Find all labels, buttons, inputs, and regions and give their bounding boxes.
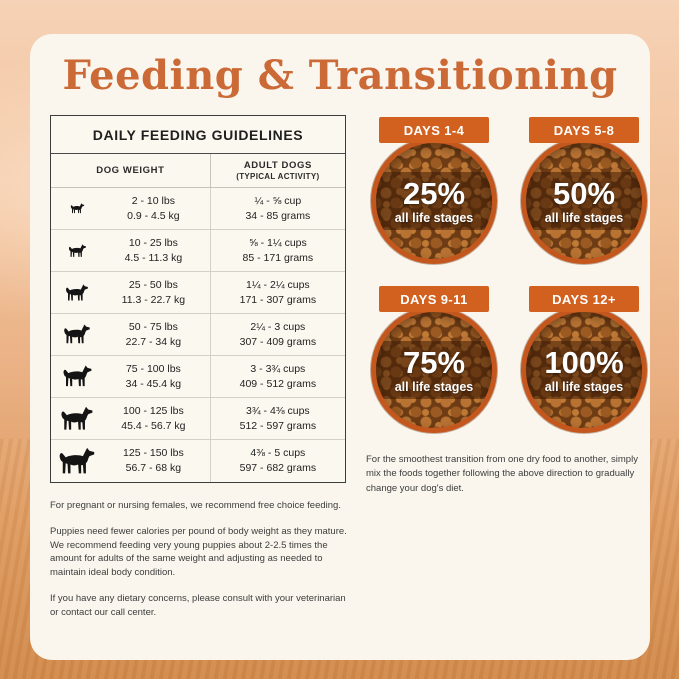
kibble-bowl: 75% all life stages (371, 307, 497, 433)
percentage-value: 50% (552, 175, 616, 211)
days-banner: DAYS 5-8 (529, 117, 639, 143)
dog-icon (51, 447, 103, 476)
note-pregnant-females: For pregnant or nursing females, we reco… (50, 500, 341, 511)
infographic-card: Feeding & Transitioning DAILY FEEDING GU… (30, 34, 650, 660)
table-row: 2 - 10 lbs 0.9 - 4.5 kg ¼ - ⅝ cup 34 - 85 … (51, 188, 345, 230)
column-header-typical-activity: (TYPICAL ACTIVITY) (236, 172, 320, 181)
days-banner: DAYS 12+ (529, 286, 639, 312)
transition-step-days-5-8: DAYS 5-8 50% all life stages (521, 117, 647, 264)
dog-icon (51, 284, 103, 302)
days-banner: DAYS 1-4 (379, 117, 489, 143)
life-stages-label: all life stages (544, 210, 624, 225)
table-header-row: DOG WEIGHT ADULT DOGS (TYPICAL ACTIVITY) (51, 154, 345, 188)
dog-icon (51, 203, 103, 214)
table-row: 100 - 125 lbs 45.4 - 56.7 kg 3¾ - 4⅜ cups… (51, 398, 345, 440)
feeding-guidelines-column: DAILY FEEDING GUIDELINES DOG WEIGHT ADUL… (50, 115, 347, 631)
transition-step-days-9-11: DAYS 9-11 75% all life stages (371, 286, 497, 433)
dog-icon (51, 365, 103, 388)
percentage-band: 100% all life stages (526, 341, 642, 399)
percentage-band: 50% all life stages (526, 172, 642, 230)
kibble-bowl: 50% all life stages (521, 138, 647, 264)
transition-bowls-grid: DAYS 1-4 25% all life stages DAYS 5-8 50… (366, 115, 650, 433)
transition-step-days-1-4: DAYS 1-4 25% all life stages (371, 117, 497, 264)
feeding-guidelines-table: DAILY FEEDING GUIDELINES DOG WEIGHT ADUL… (50, 115, 346, 483)
transition-column: DAYS 1-4 25% all life stages DAYS 5-8 50… (366, 115, 650, 631)
days-banner: DAYS 9-11 (379, 286, 489, 312)
feeding-notes: For pregnant or nursing females, we reco… (50, 499, 350, 619)
table-row: 125 - 150 lbs 56.7 - 68 kg 4⅜ - 5 cups 597… (51, 440, 345, 482)
percentage-band: 75% all life stages (376, 341, 492, 399)
table-title: DAILY FEEDING GUIDELINES (51, 116, 345, 154)
table-row: 75 - 100 lbs 34 - 45.4 kg 3 - 3¾ cups 409 … (51, 356, 345, 398)
percentage-value: 75% (402, 344, 466, 380)
kibble-bowl: 25% all life stages (371, 138, 497, 264)
page-title: Feeding & Transitioning (62, 52, 618, 99)
column-header-adult-dogs: ADULT DOGS (243, 160, 312, 171)
dog-icon (51, 324, 103, 345)
life-stages-label: all life stages (544, 379, 624, 394)
table-row: 10 - 25 lbs 4.5 - 11.3 kg ⅝ - 1¼ cups 85 -… (51, 230, 345, 272)
note-dietary-concerns: If you have any dietary concerns, please… (50, 592, 346, 618)
life-stages-label: all life stages (394, 379, 474, 394)
percentage-value: 25% (402, 175, 466, 211)
transition-step-days-12-plus: DAYS 12+ 100% all life stages (521, 286, 647, 433)
life-stages-label: all life stages (394, 210, 474, 225)
note-puppies: Puppies need fewer calories per pound of… (50, 525, 347, 579)
percentage-band: 25% all life stages (376, 172, 492, 230)
percentage-value: 100% (544, 344, 624, 380)
table-row: 25 - 50 lbs 11.3 - 22.7 kg 1¼ - 2¼ cups 17… (51, 272, 345, 314)
dog-icon (51, 406, 103, 432)
column-header-dog-weight: DOG WEIGHT (96, 165, 165, 176)
dog-icon (51, 244, 103, 258)
transition-note: For the smoothest transition from one dr… (366, 454, 638, 494)
table-row: 50 - 75 lbs 22.7 - 34 kg 2¼ - 3 cups 307 -… (51, 314, 345, 356)
kibble-bowl: 100% all life stages (521, 307, 647, 433)
content-area: DAILY FEEDING GUIDELINES DOG WEIGHT ADUL… (50, 115, 647, 631)
